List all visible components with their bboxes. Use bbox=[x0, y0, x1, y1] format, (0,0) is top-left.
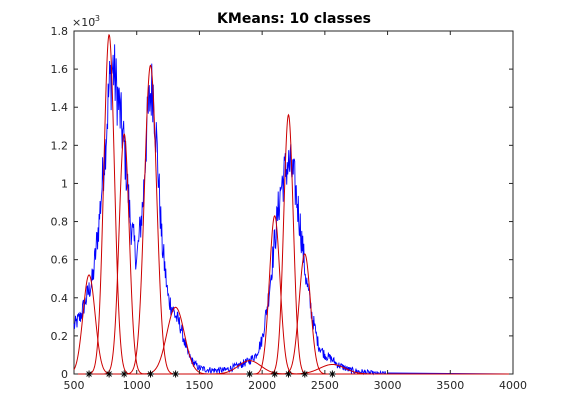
class-center-marker bbox=[246, 370, 254, 378]
x-axis-ticks: 500 1000 1500 2000 2500 3000 3500 4000 bbox=[64, 31, 527, 392]
class-center-marker bbox=[328, 370, 336, 378]
y-tick-label: 1 bbox=[61, 177, 68, 190]
x-tick-label: 500 bbox=[64, 379, 85, 392]
centers-layer bbox=[85, 370, 336, 378]
x-tick-label: 4000 bbox=[499, 379, 527, 392]
axes-box bbox=[73, 30, 514, 375]
x-tick-label: 1500 bbox=[185, 379, 213, 392]
y-exponent-label: ×10 -3 bbox=[72, 14, 100, 29]
x-tick-label: 3000 bbox=[374, 379, 402, 392]
class-center-marker bbox=[172, 370, 180, 378]
y-tick-label: 0.8 bbox=[51, 216, 69, 229]
x-tick-label: 2500 bbox=[311, 379, 339, 392]
class-center-marker bbox=[120, 370, 128, 378]
y-tick-label: 0.4 bbox=[51, 292, 69, 305]
y-tick-label: 0.6 bbox=[51, 254, 69, 267]
plot-area: 500 1000 1500 2000 2500 3000 3500 4000 00.20.40… bbox=[51, 25, 528, 392]
y-tick-label: 0.2 bbox=[51, 330, 69, 343]
y-tick-label: 1.2 bbox=[51, 139, 69, 152]
y-axis-ticks: 0 0.2 0.4 0.6 0.8 1 1.2 1.4 1.6 1.8 bbox=[51, 25, 513, 381]
chart-title: KMeans: 10 classes bbox=[217, 11, 371, 27]
y-tick-label: 0 bbox=[61, 368, 68, 381]
y-exponent-base: ×10 bbox=[72, 16, 95, 29]
y-tick-label: 1.6 bbox=[51, 63, 69, 76]
class-center-marker bbox=[105, 370, 113, 378]
histogram-layer bbox=[73, 44, 514, 376]
y-tick-label: 1.4 bbox=[51, 101, 69, 114]
y-exponent-power: -3 bbox=[92, 14, 100, 23]
histogram-series bbox=[73, 44, 514, 376]
class-center-marker bbox=[284, 370, 292, 378]
y-tick-label: 1.8 bbox=[51, 25, 69, 38]
class-center-marker bbox=[271, 370, 279, 378]
class-center-marker bbox=[85, 370, 93, 378]
x-tick-label: 1000 bbox=[123, 379, 151, 392]
class-center-marker bbox=[147, 370, 155, 378]
class-center-marker bbox=[301, 370, 309, 378]
x-tick-label: 3500 bbox=[436, 379, 464, 392]
x-tick-label: 2000 bbox=[248, 379, 276, 392]
